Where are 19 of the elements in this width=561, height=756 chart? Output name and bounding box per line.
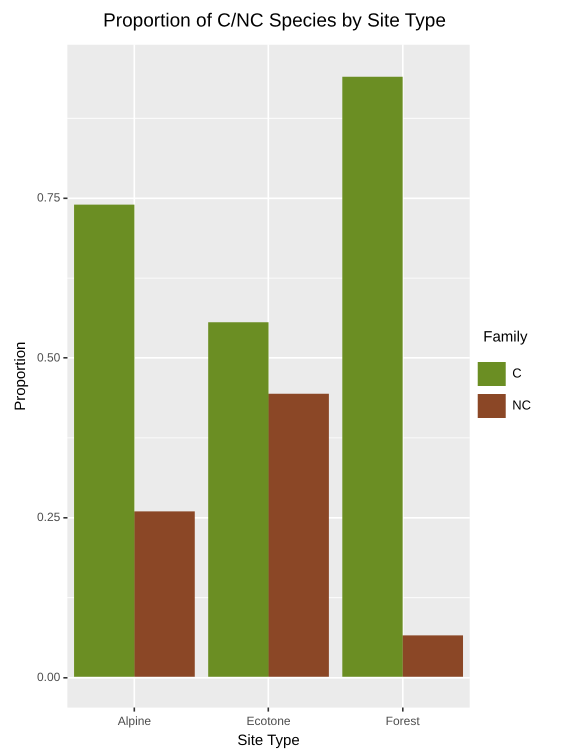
bar [268,394,329,677]
y-tick-label: 0.75 [36,190,61,205]
bar [74,204,134,677]
y-axis-title: Proportion [12,342,30,411]
x-tick-label: Forest [386,714,420,728]
y-tick-label: 0.00 [36,670,61,684]
legend-label: NC [512,398,532,413]
bar [208,322,269,677]
chart-title: Proportion of C/NC Species by Site Type [103,10,446,32]
y-tick-label: 0.25 [36,510,61,524]
x-tick-label: Alpine [118,714,152,728]
x-axis-title: Site Type [237,732,300,750]
bar [402,635,464,677]
bar [134,511,195,677]
bar [342,76,403,677]
x-tick-label: Ecotone [246,714,291,728]
legend-label: C [512,366,522,381]
legend-title: Family [483,328,528,346]
y-tick-label: 0.50 [36,350,61,364]
